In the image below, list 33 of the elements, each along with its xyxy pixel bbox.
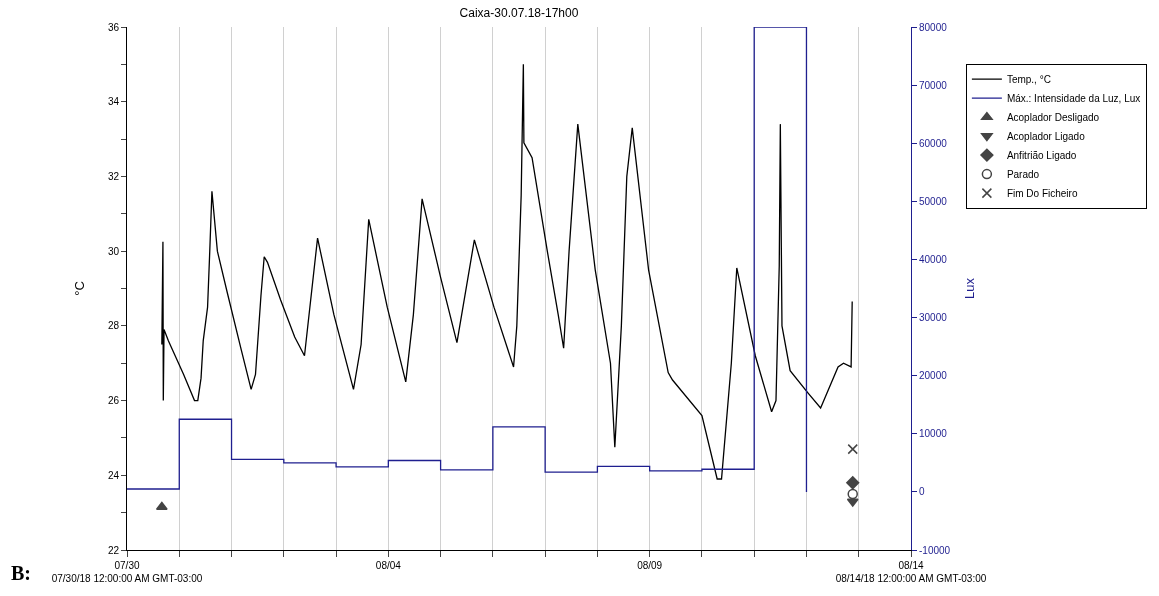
legend-label: Temp., °C (1006, 74, 1051, 86)
y2-tick-label: 60000 (919, 137, 948, 149)
y-tick-label: 26 (107, 395, 120, 407)
y2-tick-label: 40000 (919, 253, 948, 265)
y2-tick-label: 30000 (919, 312, 948, 324)
legend-label: Anfitrião Ligado (1006, 150, 1077, 162)
y-tick-label: 24 (107, 469, 120, 481)
legend-label: Acoplador Desligado (1006, 112, 1100, 124)
y2-tick-label: 0 (919, 486, 925, 498)
x-tick-label: 08/09 (637, 560, 663, 571)
legend-label: Acoplador Ligado (1006, 131, 1086, 143)
text: B: (11, 562, 31, 584)
y2-tick-label: 20000 (919, 370, 948, 382)
x-tick-label: 07/30 07/30/18 12:00:00 AM GMT-03:00 (51, 560, 203, 584)
y2-tick-label: 70000 (919, 79, 948, 91)
y2-tick-label: -10000 (919, 544, 951, 556)
y2-tick-label: 10000 (919, 428, 948, 440)
x-tick-label: 08/14 08/14/18 12:00:00 AM GMT-03:00 (835, 560, 987, 584)
y-tick-label: 32 (107, 170, 120, 182)
chart-title: Caixa-30.07.18-17h00 (459, 6, 579, 21)
y-tick-label: 22 (107, 544, 120, 556)
y2-axis-title: Lux (962, 277, 978, 299)
y-tick-label: 28 (107, 320, 120, 332)
legend-label: Parado (1006, 169, 1040, 181)
y2-tick-label: 50000 (919, 195, 948, 207)
x-tick-label: 08/04 (375, 560, 402, 571)
y-axis-title: °C (71, 281, 87, 296)
y2-tick-label: 80000 (919, 21, 948, 33)
legend-label: Fim Do Ficheiro (1006, 188, 1078, 200)
y-tick-label: 36 (107, 21, 120, 33)
y-tick-label: 30 (107, 245, 120, 257)
legend-label: Máx.: Intensidade da Luz, Lux (1006, 93, 1141, 105)
y-tick-label: 34 (107, 96, 120, 108)
